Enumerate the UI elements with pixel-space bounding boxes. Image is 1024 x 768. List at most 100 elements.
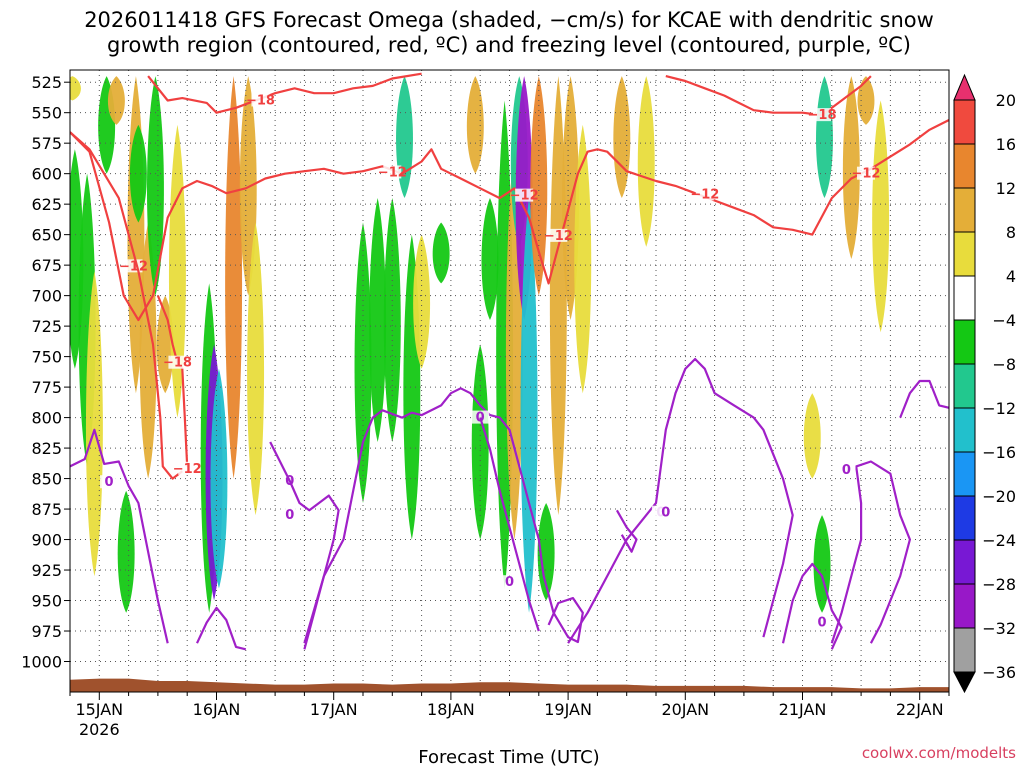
- x-tick-label-19JAN: 19JAN: [544, 700, 592, 719]
- y-tick-label-575: 575: [31, 134, 62, 153]
- omega-cell-28: [481, 198, 499, 321]
- contour-layer: −12−18−18−18−12−12−12−12−12−120000000000: [70, 72, 949, 651]
- freezing-contour-label-6: 0: [661, 506, 670, 521]
- omega-cell-20: [369, 198, 387, 442]
- omega-cell-6: [117, 490, 135, 613]
- colorbar-label-3: 8: [1006, 223, 1016, 242]
- colorbar-swatch-4: [953, 231, 976, 277]
- freezing-contour-line-9: [899, 379, 949, 419]
- grid-layer: [70, 70, 949, 692]
- x-tick-label-15JAN: 15JAN: [75, 700, 123, 719]
- omega-cell-39: [613, 76, 631, 199]
- y-tick-label-825: 825: [31, 439, 62, 458]
- freezing-contour-label-2: 0: [285, 508, 294, 523]
- colorbar-swatch-2: [953, 143, 976, 189]
- chart-title-line-1: 2026011418 GFS Forecast Omega (shaded, −…: [84, 8, 934, 32]
- colorbar-swatch-11: [953, 539, 976, 585]
- dgz-contour-label-bg-9: [515, 188, 534, 202]
- dgz-contour-label-2: −18: [808, 108, 837, 123]
- colorbar-label-2: 12: [996, 179, 1016, 198]
- colorbar-label-11: −28: [982, 575, 1016, 594]
- x-tick-label-20JAN: 20JAN: [661, 700, 709, 719]
- freezing-contour-label-bg-0: [100, 475, 119, 489]
- freezing-contour-line-6: [615, 509, 638, 553]
- colorbar-swatch-10: [953, 495, 976, 541]
- colorbar: 20 16 12 8 4 −4 −8 −12 −16 −20 −24 −28 −32 −36: [953, 73, 1016, 694]
- y-tick-label-800: 800: [31, 409, 62, 428]
- omega-cell-35: [537, 502, 555, 601]
- omega-cell-46: [872, 100, 890, 333]
- freezing-contour-label-9: 0: [842, 463, 851, 478]
- colorbar-label-12: −32: [982, 619, 1016, 638]
- omega-cell-16: [225, 76, 243, 479]
- colorbar-label-13: −36: [982, 663, 1016, 682]
- dgz-contour-label-6: −12: [690, 187, 719, 202]
- freezing-contour-label-bg-6: [656, 505, 675, 519]
- credit-text[interactable]: coolwx.com/modelts: [862, 744, 1016, 762]
- dgz-contour-label-1: −18: [246, 93, 275, 108]
- y-tick-label-975: 975: [31, 622, 62, 641]
- dgz-contour-label-bg-2: [813, 108, 832, 122]
- omega-cell-33: [520, 198, 538, 613]
- colorbar-swatch-7: [953, 363, 976, 409]
- freezing-contour-label-bg-7: [813, 615, 832, 629]
- y-tick-label-850: 850: [31, 470, 62, 489]
- x-axis-label: Forecast Time (UTC): [418, 747, 599, 768]
- omega-cell-41: [803, 393, 821, 479]
- colorbar-swatch-8: [953, 407, 976, 453]
- dgz-contour-label-bg-7: [856, 166, 875, 180]
- terrain-fill: [70, 678, 949, 692]
- y-tick-label-875: 875: [31, 500, 62, 519]
- colorbar-label-7: −12: [982, 399, 1016, 418]
- freezing-contour-label-4: 0: [505, 575, 514, 590]
- colorbar-label-4: 4: [1006, 267, 1016, 286]
- dgz-contour-line-2: [665, 75, 872, 117]
- y-tick-label-700: 700: [31, 287, 62, 306]
- freezing-contour-line-1: [196, 606, 247, 651]
- dgz-contour-label-7: −12: [851, 167, 880, 182]
- y-tick-label-525: 525: [31, 73, 62, 92]
- dgz-contour-label-bg-6: [695, 187, 714, 201]
- freezing-contour-line-0: [70, 428, 169, 644]
- colorbar-swatch-13: [953, 627, 976, 673]
- omega-cell-3: [85, 271, 103, 577]
- x-tick-sublabel-2026: 2026: [79, 720, 120, 739]
- y-tick-label-900: 900: [31, 531, 62, 550]
- y-tick-label-625: 625: [31, 195, 62, 214]
- freezing-contour-line-8: [830, 460, 911, 644]
- dgz-contour-label-bg-1: [251, 93, 270, 107]
- dgz-contour-line-4: [70, 131, 183, 480]
- colorbar-label-5: −4: [992, 311, 1016, 330]
- x-tick-label-22JAN: 22JAN: [896, 700, 944, 719]
- x-tick-label-16JAN: 16JAN: [193, 700, 241, 719]
- y-tick-label-600: 600: [31, 165, 62, 184]
- dgz-contour-line-1: [147, 72, 422, 114]
- omega-cell-11: [156, 295, 174, 394]
- dgz-contour-line-0: [70, 119, 949, 322]
- freezing-contour-line-4: [479, 417, 540, 632]
- freezing-contour-label-bg-9: [837, 463, 856, 477]
- y-tick-label-775: 775: [31, 378, 62, 397]
- dgz-contour-label-bg-8: [549, 228, 568, 242]
- colorbar-swatch-6: [953, 319, 976, 365]
- colorbar-label-0: 20: [996, 91, 1016, 110]
- freezing-contour-line-5: [567, 357, 794, 644]
- omega-cell-24: [413, 234, 431, 369]
- omega-cell-43: [816, 76, 833, 199]
- omega-cell-10: [146, 76, 164, 296]
- x-tick-label-17JAN: 17JAN: [310, 700, 358, 719]
- colorbar-swatch-3: [953, 187, 976, 233]
- dgz-contour-label-5: −12: [378, 165, 407, 180]
- omega-cell-9: [139, 222, 157, 479]
- dgz-contour-label-4: −12: [173, 462, 202, 477]
- colorbar-swatch-1: [953, 99, 976, 145]
- y-tick-label-950: 950: [31, 592, 62, 611]
- dgz-contour-label-8: −12: [544, 229, 573, 244]
- freezing-contour-line-7: [781, 562, 843, 650]
- colorbar-swatch-5: [953, 275, 976, 321]
- y-tick-label-725: 725: [31, 317, 62, 336]
- omega-cell-15: [210, 368, 228, 589]
- x-tick-label-18JAN: 18JAN: [427, 700, 475, 719]
- omega-cell-25: [432, 222, 450, 284]
